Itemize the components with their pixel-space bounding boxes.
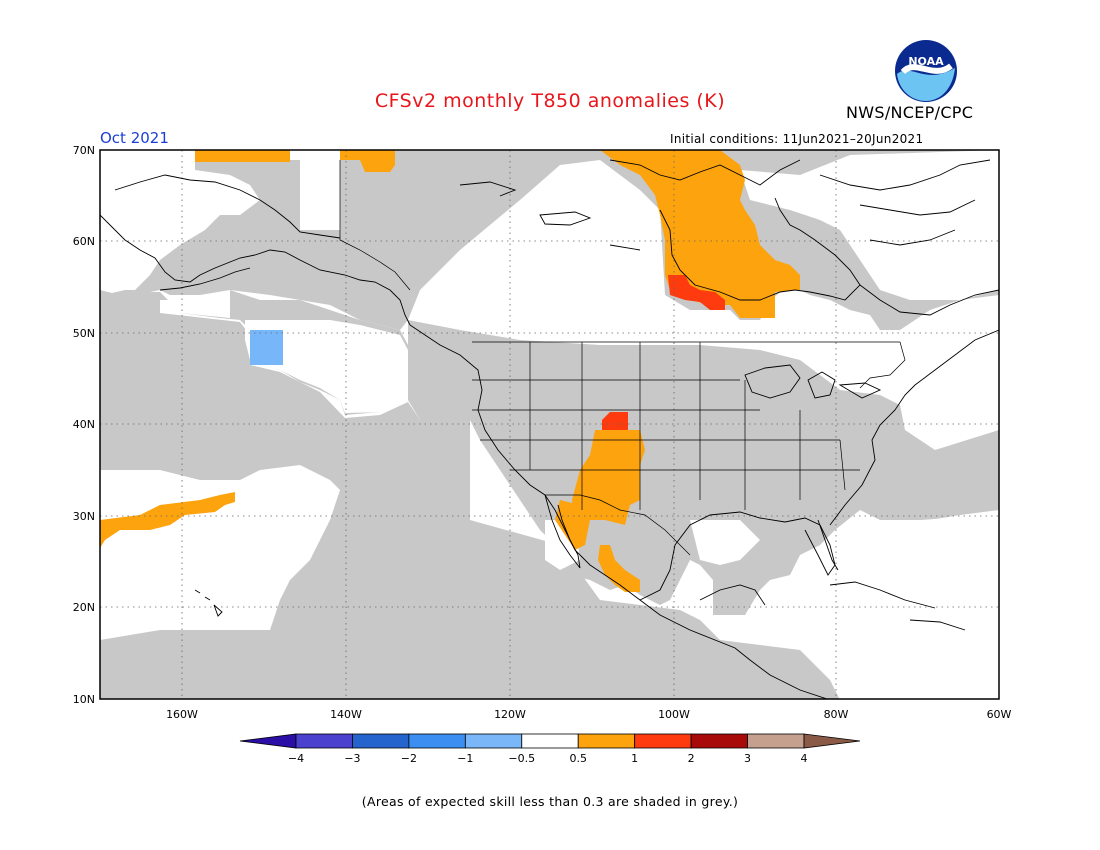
svg-text:NOAA: NOAA <box>908 55 944 68</box>
coastlines <box>100 159 999 699</box>
anomaly-neg-1-0p5 <box>250 330 283 365</box>
lon-labels: 160W 140W 120W 100W 80W 60W <box>166 708 1011 721</box>
colorbar-label: 1 <box>631 752 638 765</box>
colorbar-segment <box>352 733 410 749</box>
lat-label: 20N <box>73 601 95 614</box>
lon-label: 80W <box>824 708 849 721</box>
colorbar-label: 3 <box>744 752 751 765</box>
colorbar-segment <box>690 733 748 749</box>
skill-areas <box>100 150 999 699</box>
lat-label: 60N <box>73 235 95 248</box>
graticule <box>100 150 999 699</box>
lon-label: 160W <box>166 708 198 721</box>
valid-month: Oct 2021 <box>100 129 169 147</box>
footnote: (Areas of expected skill less than 0.3 a… <box>361 794 739 809</box>
colorbar-label: −2 <box>401 752 417 765</box>
colorbar-segment <box>521 733 579 749</box>
lat-label: 30N <box>73 510 95 523</box>
initial-conditions: Initial conditions: 11Jun2021–20Jun2021 <box>670 132 924 146</box>
map-frame <box>99 149 1000 700</box>
colorbar-left-tip <box>239 733 297 749</box>
borders <box>339 160 906 556</box>
lon-label: 120W <box>494 708 526 721</box>
colorbar-segment <box>577 733 636 749</box>
colorbar-segment <box>464 733 523 749</box>
colorbar-segment <box>747 733 805 749</box>
anomaly-0p5-1 <box>100 150 800 592</box>
colorbar-segment <box>295 733 353 749</box>
colorbar-label: −0.5 <box>508 752 535 765</box>
lat-labels: 70N 60N 50N 40N 30N 20N 10N <box>73 144 95 706</box>
lon-label: 100W <box>658 708 690 721</box>
lat-label: 10N <box>73 693 95 706</box>
colorbar-segment <box>408 733 466 749</box>
colorbar-label: 0.5 <box>569 752 587 765</box>
colorbar-segment <box>634 733 692 749</box>
colorbar-right-tip <box>803 733 861 749</box>
lat-label: 50N <box>73 327 95 340</box>
agency-label: NWS/NCEP/CPC <box>846 103 974 122</box>
colorbar-label: −1 <box>457 752 473 765</box>
colorbar: −4 −3 −2 −1 −0.5 0.5 1 2 3 4 <box>239 733 861 765</box>
colorbar-label: 2 <box>688 752 695 765</box>
lat-label: 70N <box>73 144 95 157</box>
chart-title: CFSv2 monthly T850 anomalies (K) <box>374 90 726 112</box>
lon-label: 140W <box>330 708 362 721</box>
lat-label: 40N <box>73 418 95 431</box>
colorbar-label: 4 <box>801 752 808 765</box>
colorbar-label: −3 <box>344 752 360 765</box>
colorbar-label: −4 <box>288 752 304 765</box>
noaa-logo: NOAA <box>895 40 957 102</box>
lon-label: 60W <box>987 708 1012 721</box>
anomaly-1-2 <box>602 275 725 430</box>
